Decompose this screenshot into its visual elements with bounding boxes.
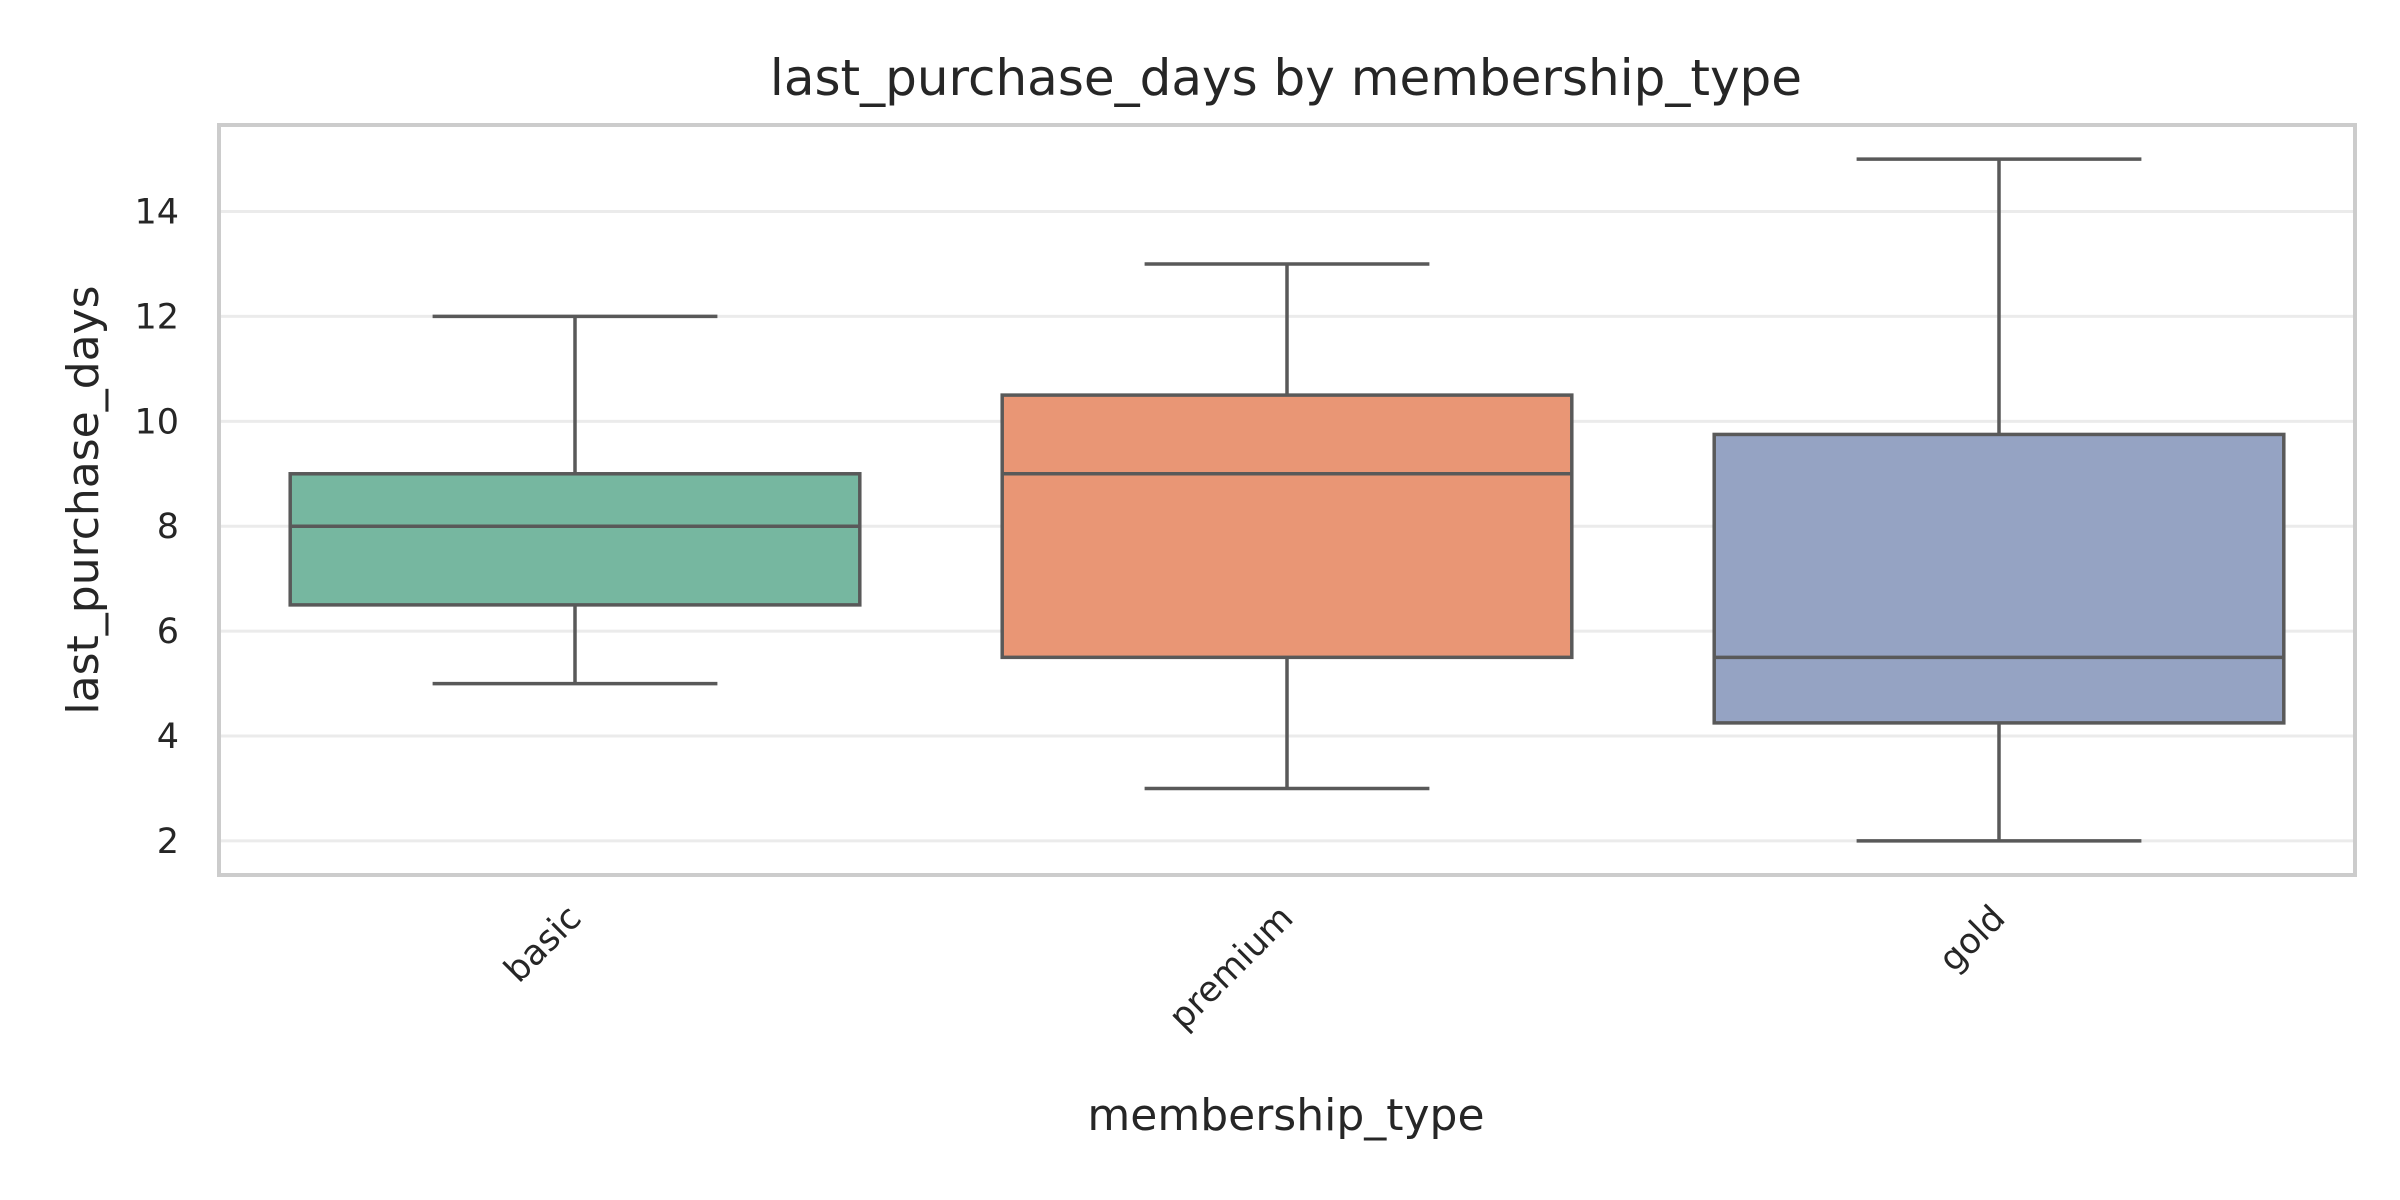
y-tick-label: 14 bbox=[134, 193, 179, 233]
x-tick-label: basic bbox=[497, 898, 590, 991]
iqr-box bbox=[1712, 432, 2286, 725]
iqr-box bbox=[288, 472, 862, 607]
plot-area-frame bbox=[217, 123, 2357, 877]
iqr-box bbox=[1000, 393, 1574, 660]
box-basic bbox=[288, 314, 862, 686]
x-tick-label: gold bbox=[1932, 898, 2014, 980]
x-axis-label: membership_type bbox=[1087, 1090, 1484, 1141]
chart-title: last_purchase_days by membership_type bbox=[770, 49, 1802, 107]
x-axis-ticks: basic premium gold bbox=[497, 898, 2014, 1038]
boxes-layer bbox=[288, 157, 2286, 843]
y-axis-label: last_purchase_days bbox=[58, 285, 109, 714]
y-tick-label: 10 bbox=[134, 402, 179, 442]
box-premium bbox=[1000, 262, 1574, 791]
box-gold bbox=[1712, 157, 2286, 843]
y-tick-label: 4 bbox=[157, 717, 179, 757]
x-tick-label: premium bbox=[1162, 898, 1302, 1038]
y-tick-label: 6 bbox=[157, 612, 179, 652]
y-tick-label: 2 bbox=[157, 822, 179, 862]
y-tick-label: 8 bbox=[157, 507, 179, 547]
y-tick-label: 12 bbox=[134, 297, 179, 337]
y-axis-ticks: 2 4 6 8 10 12 14 bbox=[134, 193, 179, 862]
